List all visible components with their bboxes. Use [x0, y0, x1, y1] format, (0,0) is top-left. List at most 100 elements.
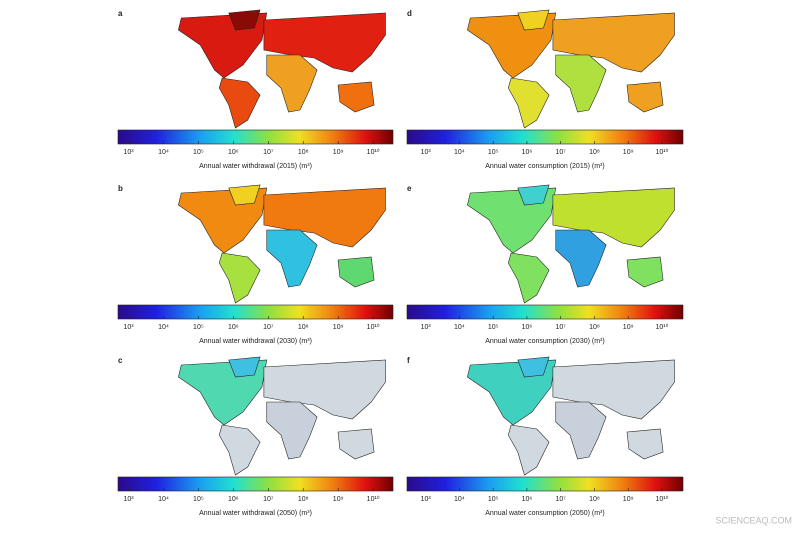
eurasia: [263, 12, 386, 73]
colorbar-tick-label: 10¹⁰: [367, 148, 380, 156]
colorbar-tick-label: 10⁸: [589, 496, 600, 503]
greenland: [228, 184, 261, 206]
panel-letter: b: [118, 184, 123, 193]
world-map: [467, 184, 675, 304]
colorbar-tick-label: 10⁹: [333, 149, 344, 156]
colorbar-tick-label: 10⁴: [158, 324, 169, 331]
africa: [266, 401, 318, 460]
colorbar: [117, 129, 394, 145]
colorbar-tick-label: 10⁴: [158, 149, 169, 156]
colorbar-tick-label: 10⁴: [454, 496, 465, 503]
colorbar-tick-label: 10⁹: [333, 496, 344, 503]
colorbar-tick-label: 10⁵: [193, 324, 204, 331]
colorbar: [406, 304, 684, 320]
world-map: [467, 356, 675, 476]
colorbar-tick-label: 10³: [421, 149, 432, 156]
australia: [626, 81, 664, 113]
colorbar-tick-label: 10³: [421, 496, 432, 503]
panel: b 10³ 10⁴ 10⁵ 10⁶ 10⁷ 10⁸ 10⁹ 10¹⁰ Annual water w…: [117, 184, 394, 345]
colorbar-tick-label: 10⁸: [298, 149, 309, 156]
australia: [337, 428, 375, 460]
panel-letter: f: [407, 356, 410, 365]
colorbar: [117, 476, 394, 492]
panel: a 10³ 10⁴ 10⁵ 10⁶ 10⁷ 10⁸ 10⁹ 10¹⁰ Annual water w…: [117, 9, 394, 170]
colorbar: [117, 304, 394, 320]
eurasia: [263, 359, 386, 420]
australia: [337, 256, 375, 288]
south-america: [218, 424, 261, 476]
panel-letter: e: [407, 184, 412, 193]
greenland: [517, 356, 550, 378]
colorbar-tick-label: 10⁵: [193, 149, 204, 156]
colorbar-tick-label: 10⁹: [623, 324, 634, 331]
colorbar-tick-label: 10¹⁰: [655, 148, 668, 156]
eurasia: [263, 187, 386, 248]
panel-letter: c: [118, 356, 123, 365]
colorbar-tick-label: 10⁸: [589, 149, 600, 156]
greenland: [517, 9, 550, 31]
colorbar-tick-label: 10⁸: [298, 324, 309, 331]
greenland: [228, 356, 261, 378]
colorbar-tick-label: 10⁷: [263, 149, 274, 156]
colorbar-tick-label: 10³: [123, 496, 134, 503]
colorbar-tick-label: 10⁷: [556, 149, 567, 156]
panel: e 10³ 10⁴ 10⁵ 10⁶ 10⁷ 10⁸ 10⁹ 10¹⁰ Annual water c…: [406, 184, 684, 345]
colorbar-tick-label: 10⁹: [333, 324, 344, 331]
australia: [337, 81, 375, 113]
colorbar-tick-label: 10⁴: [158, 496, 169, 503]
colorbar-caption: Annual water withdrawal (2050) (m³): [199, 510, 312, 517]
colorbar-tick-label: 10⁶: [228, 496, 239, 503]
world-map: [178, 184, 386, 304]
africa: [555, 229, 607, 288]
colorbar-caption: Annual water withdrawal (2030) (m³): [199, 338, 312, 345]
south-america: [218, 252, 261, 304]
colorbar-tick-label: 10⁶: [522, 149, 533, 156]
colorbar-caption: Annual water consumption (2030) (m³): [485, 338, 604, 345]
south-america: [507, 252, 550, 304]
colorbar-tick-label: 10¹⁰: [367, 495, 380, 503]
south-america: [218, 77, 261, 129]
panel-letter: d: [407, 9, 412, 18]
greenland: [517, 184, 550, 206]
colorbar-tick-label: 10⁴: [454, 324, 465, 331]
panel: d 10³ 10⁴ 10⁵ 10⁶ 10⁷ 10⁸ 10⁹ 10¹⁰ Annual water c…: [406, 9, 684, 170]
colorbar-tick-label: 10⁸: [589, 324, 600, 331]
colorbar-caption: Annual water consumption (2050) (m³): [485, 510, 604, 517]
colorbar-tick-label: 10¹⁰: [655, 495, 668, 503]
colorbar-tick-label: 10⁷: [263, 324, 274, 331]
africa: [266, 54, 318, 113]
australia: [626, 428, 664, 460]
watermark: SCIENCEAQ.COM: [715, 515, 792, 525]
colorbar-tick-label: 10³: [123, 149, 134, 156]
colorbar-tick-label: 10¹⁰: [367, 323, 380, 331]
eurasia: [552, 359, 675, 420]
colorbar-tick-label: 10⁷: [556, 324, 567, 331]
africa: [266, 229, 318, 288]
africa: [555, 401, 607, 460]
colorbar-tick-label: 10⁹: [623, 149, 634, 156]
greenland: [228, 9, 261, 31]
colorbar-tick-label: 10⁵: [193, 496, 204, 503]
colorbar-caption: Annual water consumption (2015) (m³): [485, 163, 604, 170]
world-map: [178, 9, 386, 129]
colorbar-tick-label: 10³: [421, 324, 432, 331]
colorbar-tick-label: 10⁶: [522, 496, 533, 503]
eurasia: [552, 187, 675, 248]
world-map: [178, 356, 386, 476]
colorbar-tick-label: 10⁵: [488, 496, 499, 503]
colorbar-tick-label: 10⁵: [488, 149, 499, 156]
colorbar-tick-label: 10⁴: [454, 149, 465, 156]
colorbar-tick-label: 10⁶: [228, 149, 239, 156]
australia: [626, 256, 664, 288]
panel: f 10³ 10⁴ 10⁵ 10⁶ 10⁷ 10⁸ 10⁹ 10¹⁰ Annual water c…: [406, 356, 684, 517]
south-america: [507, 77, 550, 129]
panel: c 10³ 10⁴ 10⁵ 10⁶ 10⁷ 10⁸ 10⁹ 10¹⁰ Annual water w…: [117, 356, 394, 517]
colorbar-caption: Annual water withdrawal (2015) (m³): [199, 163, 312, 170]
colorbar-tick-label: 10³: [123, 324, 134, 331]
colorbar-tick-label: 10⁹: [623, 496, 634, 503]
colorbar-tick-label: 10⁸: [298, 496, 309, 503]
colorbar: [406, 129, 684, 145]
colorbar-tick-label: 10⁷: [263, 496, 274, 503]
panel-letter: a: [118, 9, 123, 18]
